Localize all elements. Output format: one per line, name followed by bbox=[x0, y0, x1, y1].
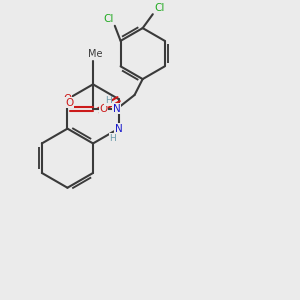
Text: Cl: Cl bbox=[103, 14, 114, 24]
Text: Cl: Cl bbox=[154, 3, 164, 13]
Text: O: O bbox=[63, 94, 72, 104]
Text: H: H bbox=[110, 134, 116, 143]
Text: O: O bbox=[65, 98, 73, 108]
Text: H: H bbox=[105, 96, 112, 105]
Text: Me: Me bbox=[88, 49, 103, 59]
Text: N: N bbox=[113, 104, 121, 114]
Text: O: O bbox=[100, 104, 108, 114]
Text: N: N bbox=[115, 124, 122, 134]
